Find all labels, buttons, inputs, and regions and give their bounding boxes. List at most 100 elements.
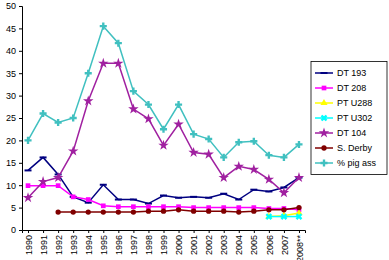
marker — [101, 209, 106, 214]
x-axis-line — [23, 231, 306, 234]
x-tick-mark — [58, 230, 59, 233]
marker — [115, 40, 122, 47]
marker — [281, 207, 286, 212]
marker — [56, 183, 61, 188]
marker — [40, 110, 47, 117]
y-tick-mark — [19, 28, 22, 29]
marker — [100, 23, 107, 30]
marker — [158, 140, 168, 150]
x-tick-label: 1992 — [54, 235, 64, 255]
y-axis: 05101520253035404550 — [6, 1, 23, 235]
series — [26, 183, 302, 212]
marker — [115, 199, 122, 201]
marker — [86, 197, 91, 202]
marker — [264, 212, 274, 222]
marker — [265, 190, 272, 192]
x-tick: 2005 — [249, 230, 259, 255]
marker — [70, 114, 77, 121]
marker — [279, 212, 289, 222]
marker — [25, 169, 32, 171]
x-tick: 1994 — [84, 230, 94, 255]
y-tick-label: 35 — [6, 69, 16, 79]
marker — [143, 113, 153, 123]
x-tick-mark — [299, 230, 300, 233]
series-line — [28, 186, 299, 210]
y-tick: 5 — [11, 203, 22, 213]
y-tick-label: 50 — [6, 1, 16, 11]
marker — [24, 137, 31, 144]
marker — [266, 207, 271, 212]
marker — [26, 183, 31, 188]
x-tick-mark — [194, 230, 195, 233]
y-tick-label: 15 — [6, 158, 16, 168]
marker — [191, 209, 196, 214]
marker — [295, 141, 302, 148]
y-tick-mark — [19, 51, 22, 52]
marker — [53, 172, 63, 182]
marker — [220, 193, 227, 195]
x-tick: 1997 — [129, 230, 139, 255]
marker — [250, 138, 257, 145]
marker — [145, 203, 152, 205]
x-tick-mark — [269, 230, 270, 233]
marker — [146, 209, 151, 214]
x-tick: 1993 — [69, 230, 79, 255]
x-tick-label: 2004 — [234, 235, 244, 255]
y-tick-mark — [19, 6, 22, 7]
y-tick-mark — [19, 140, 22, 141]
y-tick: 45 — [6, 24, 22, 34]
marker — [71, 209, 76, 214]
marker — [98, 58, 108, 68]
y-tick-mark — [19, 185, 22, 186]
y-tick: 25 — [6, 113, 22, 123]
legend-marker — [321, 145, 326, 150]
x-tick-mark — [284, 230, 285, 233]
series — [264, 212, 304, 222]
x-axis: 1990199119921993199419951996199719981999… — [23, 230, 306, 260]
legend-entry: % pig ass — [315, 158, 377, 168]
x-tick-mark — [164, 230, 165, 233]
marker — [250, 189, 257, 191]
legend-entry: DT 208 — [315, 83, 366, 93]
y-tick-mark — [19, 163, 22, 164]
marker — [205, 197, 212, 199]
chart: 0510152025303540455019901991199219931994… — [0, 0, 389, 260]
legend-marker — [319, 127, 329, 137]
x-tick-mark — [133, 230, 134, 233]
x-tick-label: 1990 — [24, 235, 34, 255]
y-tick-label: 10 — [6, 181, 16, 191]
x-tick-mark — [209, 230, 210, 233]
marker — [55, 209, 60, 214]
plot-area — [23, 23, 304, 222]
y-tick: 40 — [6, 46, 22, 56]
legend-marker — [321, 72, 328, 74]
marker — [130, 88, 137, 95]
y-tick-label: 45 — [6, 24, 16, 34]
marker — [279, 187, 289, 197]
x-tick: 2001 — [189, 230, 199, 255]
x-tick-mark — [254, 230, 255, 233]
x-tick-label: 1997 — [129, 235, 139, 255]
x-tick-label: 2005 — [249, 235, 259, 255]
marker — [86, 209, 91, 214]
x-tick-label: 1993 — [69, 235, 79, 255]
x-tick-mark — [239, 230, 240, 233]
legend-entry: PT U302 — [315, 113, 372, 123]
marker — [68, 146, 78, 156]
marker — [190, 131, 197, 138]
marker — [218, 172, 228, 182]
legend-box — [311, 62, 387, 175]
x-tick: 1998 — [144, 230, 154, 255]
x-tick: 2008** — [295, 230, 305, 260]
marker — [264, 174, 274, 184]
y-tick: 50 — [6, 1, 22, 11]
x-tick-label: 2008** — [295, 235, 305, 260]
marker — [220, 154, 227, 161]
y-tick-mark — [19, 96, 22, 97]
marker — [40, 156, 47, 158]
legend-entry: DT 193 — [315, 68, 366, 78]
marker — [101, 203, 106, 208]
marker — [100, 184, 107, 186]
x-tick: 2003 — [219, 230, 229, 255]
legend-entry: PT U288 — [315, 98, 372, 108]
